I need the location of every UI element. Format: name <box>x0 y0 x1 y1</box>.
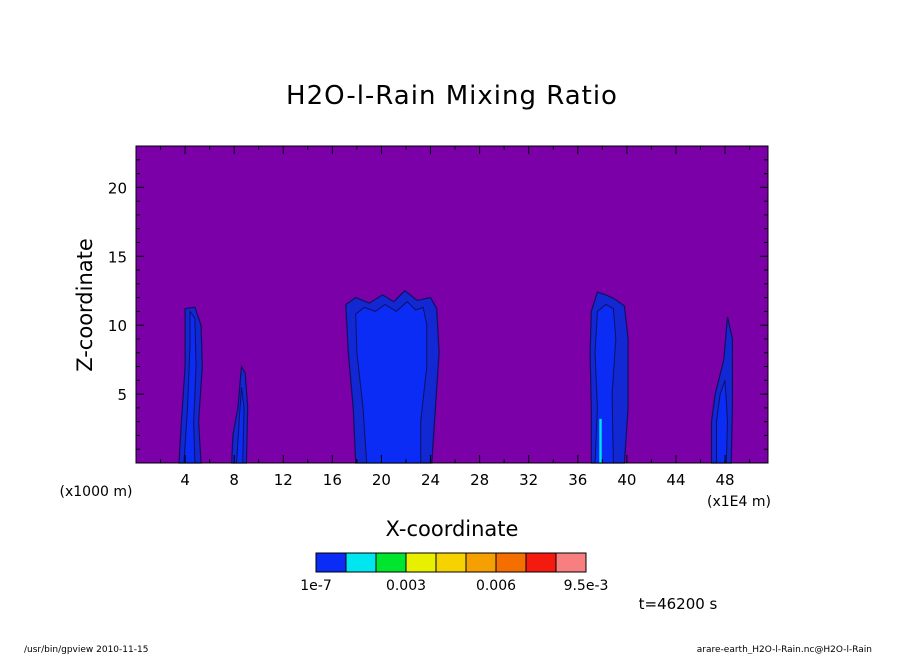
cell-x38-core <box>599 418 602 463</box>
x-tick-label: 12 <box>274 471 293 489</box>
x-axis-label: X-coordinate <box>386 517 519 541</box>
x-tick-label: 32 <box>519 471 538 489</box>
plot-area <box>135 145 769 464</box>
colorbar-swatch <box>345 552 377 573</box>
x-unit-right: (x1E4 m) <box>707 494 771 510</box>
plot-frame <box>135 145 769 464</box>
chart-title: H2O-l-Rain Mixing Ratio <box>286 81 618 111</box>
colorbar-swatch <box>435 552 467 573</box>
x-tick-label: 24 <box>421 471 440 489</box>
x-axis-ticks: 4 8 12 16 20 24 28 32 36 40 44 48 <box>160 146 751 489</box>
cell-x20 <box>345 289 440 464</box>
y-axis-label: Z-coordinate <box>73 238 97 372</box>
colorbar-label: 9.5e-3 <box>564 578 609 594</box>
colorbar-swatch <box>555 552 587 573</box>
x-tick-label: 36 <box>568 471 587 489</box>
colorbar-label: 0.006 <box>476 578 516 594</box>
colorbar-swatch <box>525 552 557 573</box>
colorbar-label: 1e-7 <box>300 578 331 594</box>
footer-right: arare-earth_H2O-l-Rain.nc@H2O-l-Rain <box>697 645 872 654</box>
footer-left: /usr/bin/gpview 2010-11-15 <box>24 645 148 654</box>
y-tick-label: 5 <box>117 386 127 404</box>
colorbar-swatch <box>315 552 347 573</box>
colorbar-swatch <box>495 552 527 573</box>
colorbar-labels: 1e-7 0.003 0.006 9.5e-3 <box>300 578 608 594</box>
y-tick-label: 10 <box>108 317 127 335</box>
x-tick-label: 48 <box>716 471 735 489</box>
cell-x38-inner <box>594 303 617 464</box>
x-tick-label: 28 <box>470 471 489 489</box>
plot-background <box>136 146 768 463</box>
y-axis-ticks: 5 10 15 20 <box>108 159 768 450</box>
colorbar-label: 0.003 <box>386 578 426 594</box>
x-tick-label: 20 <box>372 471 391 489</box>
cell-x20-inner <box>355 301 428 464</box>
colorbar-swatch <box>465 552 497 573</box>
colorbar-swatch <box>375 552 407 573</box>
x-tick-label: 40 <box>617 471 636 489</box>
y-tick-label: 15 <box>108 248 127 266</box>
colorbar <box>315 552 587 573</box>
x-tick-label: 4 <box>180 471 190 489</box>
cell-x38 <box>589 291 629 464</box>
x-tick-label: 16 <box>323 471 342 489</box>
x-tick-label: 8 <box>229 471 239 489</box>
cell-x8 <box>231 364 249 464</box>
cell-x48 <box>710 316 734 464</box>
x-unit-left: (x1000 m) <box>60 484 133 500</box>
cell-x4-inner <box>183 309 197 464</box>
colorbar-swatch <box>405 552 437 573</box>
x-tick-label: 44 <box>666 471 685 489</box>
time-label: t=46200 s <box>639 595 718 613</box>
cell-x4 <box>178 306 203 464</box>
y-tick-label: 20 <box>108 179 127 197</box>
